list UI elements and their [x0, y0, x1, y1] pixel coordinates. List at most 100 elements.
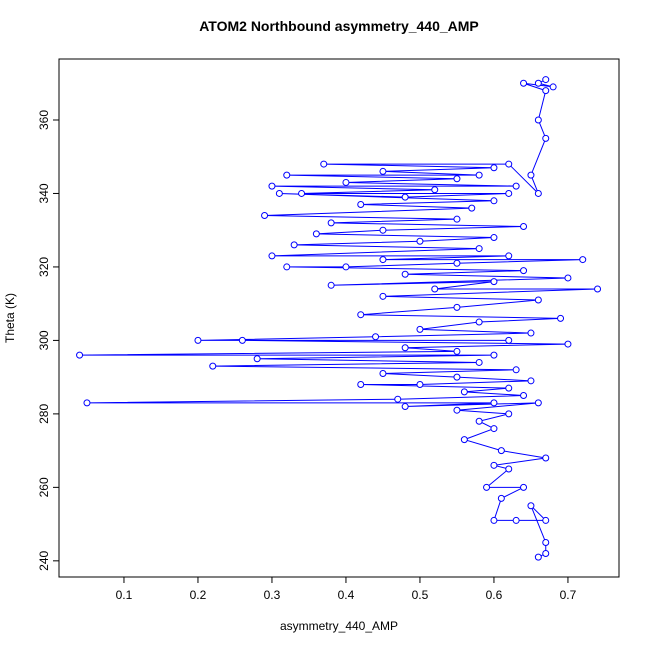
data-point — [534, 296, 542, 304]
data-point — [416, 325, 424, 333]
x-tick-label: 0.6 — [486, 588, 503, 602]
data-point — [453, 259, 461, 267]
data-point — [194, 336, 202, 344]
data-point — [490, 164, 498, 172]
y-tick-label: 320 — [37, 257, 51, 277]
data-point — [542, 87, 550, 95]
data-point — [475, 171, 483, 179]
data-point — [401, 193, 409, 201]
data-point — [542, 549, 550, 557]
data-point — [505, 160, 513, 168]
data-point — [327, 281, 335, 289]
data-point — [320, 160, 328, 168]
data-point — [564, 274, 572, 282]
data-point — [527, 329, 535, 337]
data-point — [542, 538, 550, 546]
x-tick-label: 0.5 — [412, 588, 429, 602]
data-point — [505, 384, 513, 392]
data-point — [431, 285, 439, 293]
data-point — [512, 366, 520, 374]
data-point — [401, 403, 409, 411]
data-point — [557, 314, 565, 322]
data-point — [209, 362, 217, 370]
data-point — [534, 399, 542, 407]
data-point — [549, 83, 557, 91]
y-tick-label: 240 — [37, 551, 51, 571]
data-point — [453, 406, 461, 414]
data-point — [379, 226, 387, 234]
data-point — [283, 263, 291, 271]
data-point — [534, 553, 542, 561]
x-axis-label: asymmetry_440_AMP — [280, 619, 398, 633]
data-point — [497, 494, 505, 502]
data-point — [342, 263, 350, 271]
data-point — [542, 76, 550, 84]
data-point — [379, 167, 387, 175]
data-point — [475, 417, 483, 425]
data-point — [490, 197, 498, 205]
data-line — [79, 79, 598, 558]
data-point — [505, 252, 513, 260]
data-point — [520, 223, 528, 231]
data-point — [527, 171, 535, 179]
plot-frame — [58, 58, 620, 578]
data-point — [505, 336, 513, 344]
x-tick-label: 0.4 — [338, 588, 355, 602]
data-point — [505, 189, 513, 197]
data-point — [416, 237, 424, 245]
data-point — [520, 392, 528, 400]
data-point — [512, 516, 520, 524]
data-point — [312, 230, 320, 238]
data-point — [327, 219, 335, 227]
y-tick-label: 360 — [37, 110, 51, 130]
data-point — [520, 79, 528, 87]
data-point — [542, 454, 550, 462]
data-point — [564, 340, 572, 348]
data-point — [505, 465, 513, 473]
data-point — [512, 182, 520, 190]
data-point — [534, 189, 542, 197]
data-point — [520, 267, 528, 275]
data-point — [594, 285, 602, 293]
data-point — [490, 516, 498, 524]
data-point — [379, 292, 387, 300]
data-point — [238, 336, 246, 344]
data-point — [342, 178, 350, 186]
data-point — [83, 399, 91, 407]
data-point — [490, 234, 498, 242]
data-point — [298, 189, 306, 197]
x-tick-label: 0.3 — [264, 588, 281, 602]
data-point — [490, 399, 498, 407]
data-point — [460, 388, 468, 396]
data-point — [490, 351, 498, 359]
data-point — [468, 204, 476, 212]
data-point — [520, 483, 528, 491]
data-point — [290, 241, 298, 249]
data-point — [268, 182, 276, 190]
x-tick-label: 0.7 — [560, 588, 577, 602]
x-tick-label: 0.1 — [116, 588, 133, 602]
data-point — [416, 380, 424, 388]
data-point — [534, 79, 542, 87]
data-point — [453, 373, 461, 381]
data-point — [497, 447, 505, 455]
data-point — [527, 502, 535, 510]
data-point — [490, 461, 498, 469]
data-point — [542, 516, 550, 524]
data-point — [483, 483, 491, 491]
data-point — [453, 347, 461, 355]
data-point — [268, 252, 276, 260]
data-point — [372, 333, 380, 341]
data-point — [453, 215, 461, 223]
data-point — [401, 270, 409, 278]
data-point — [379, 369, 387, 377]
data-point — [401, 344, 409, 352]
data-point — [534, 116, 542, 124]
data-point — [283, 171, 291, 179]
data-point — [490, 278, 498, 286]
data-point — [275, 189, 283, 197]
data-point — [253, 355, 261, 363]
data-point — [431, 186, 439, 194]
